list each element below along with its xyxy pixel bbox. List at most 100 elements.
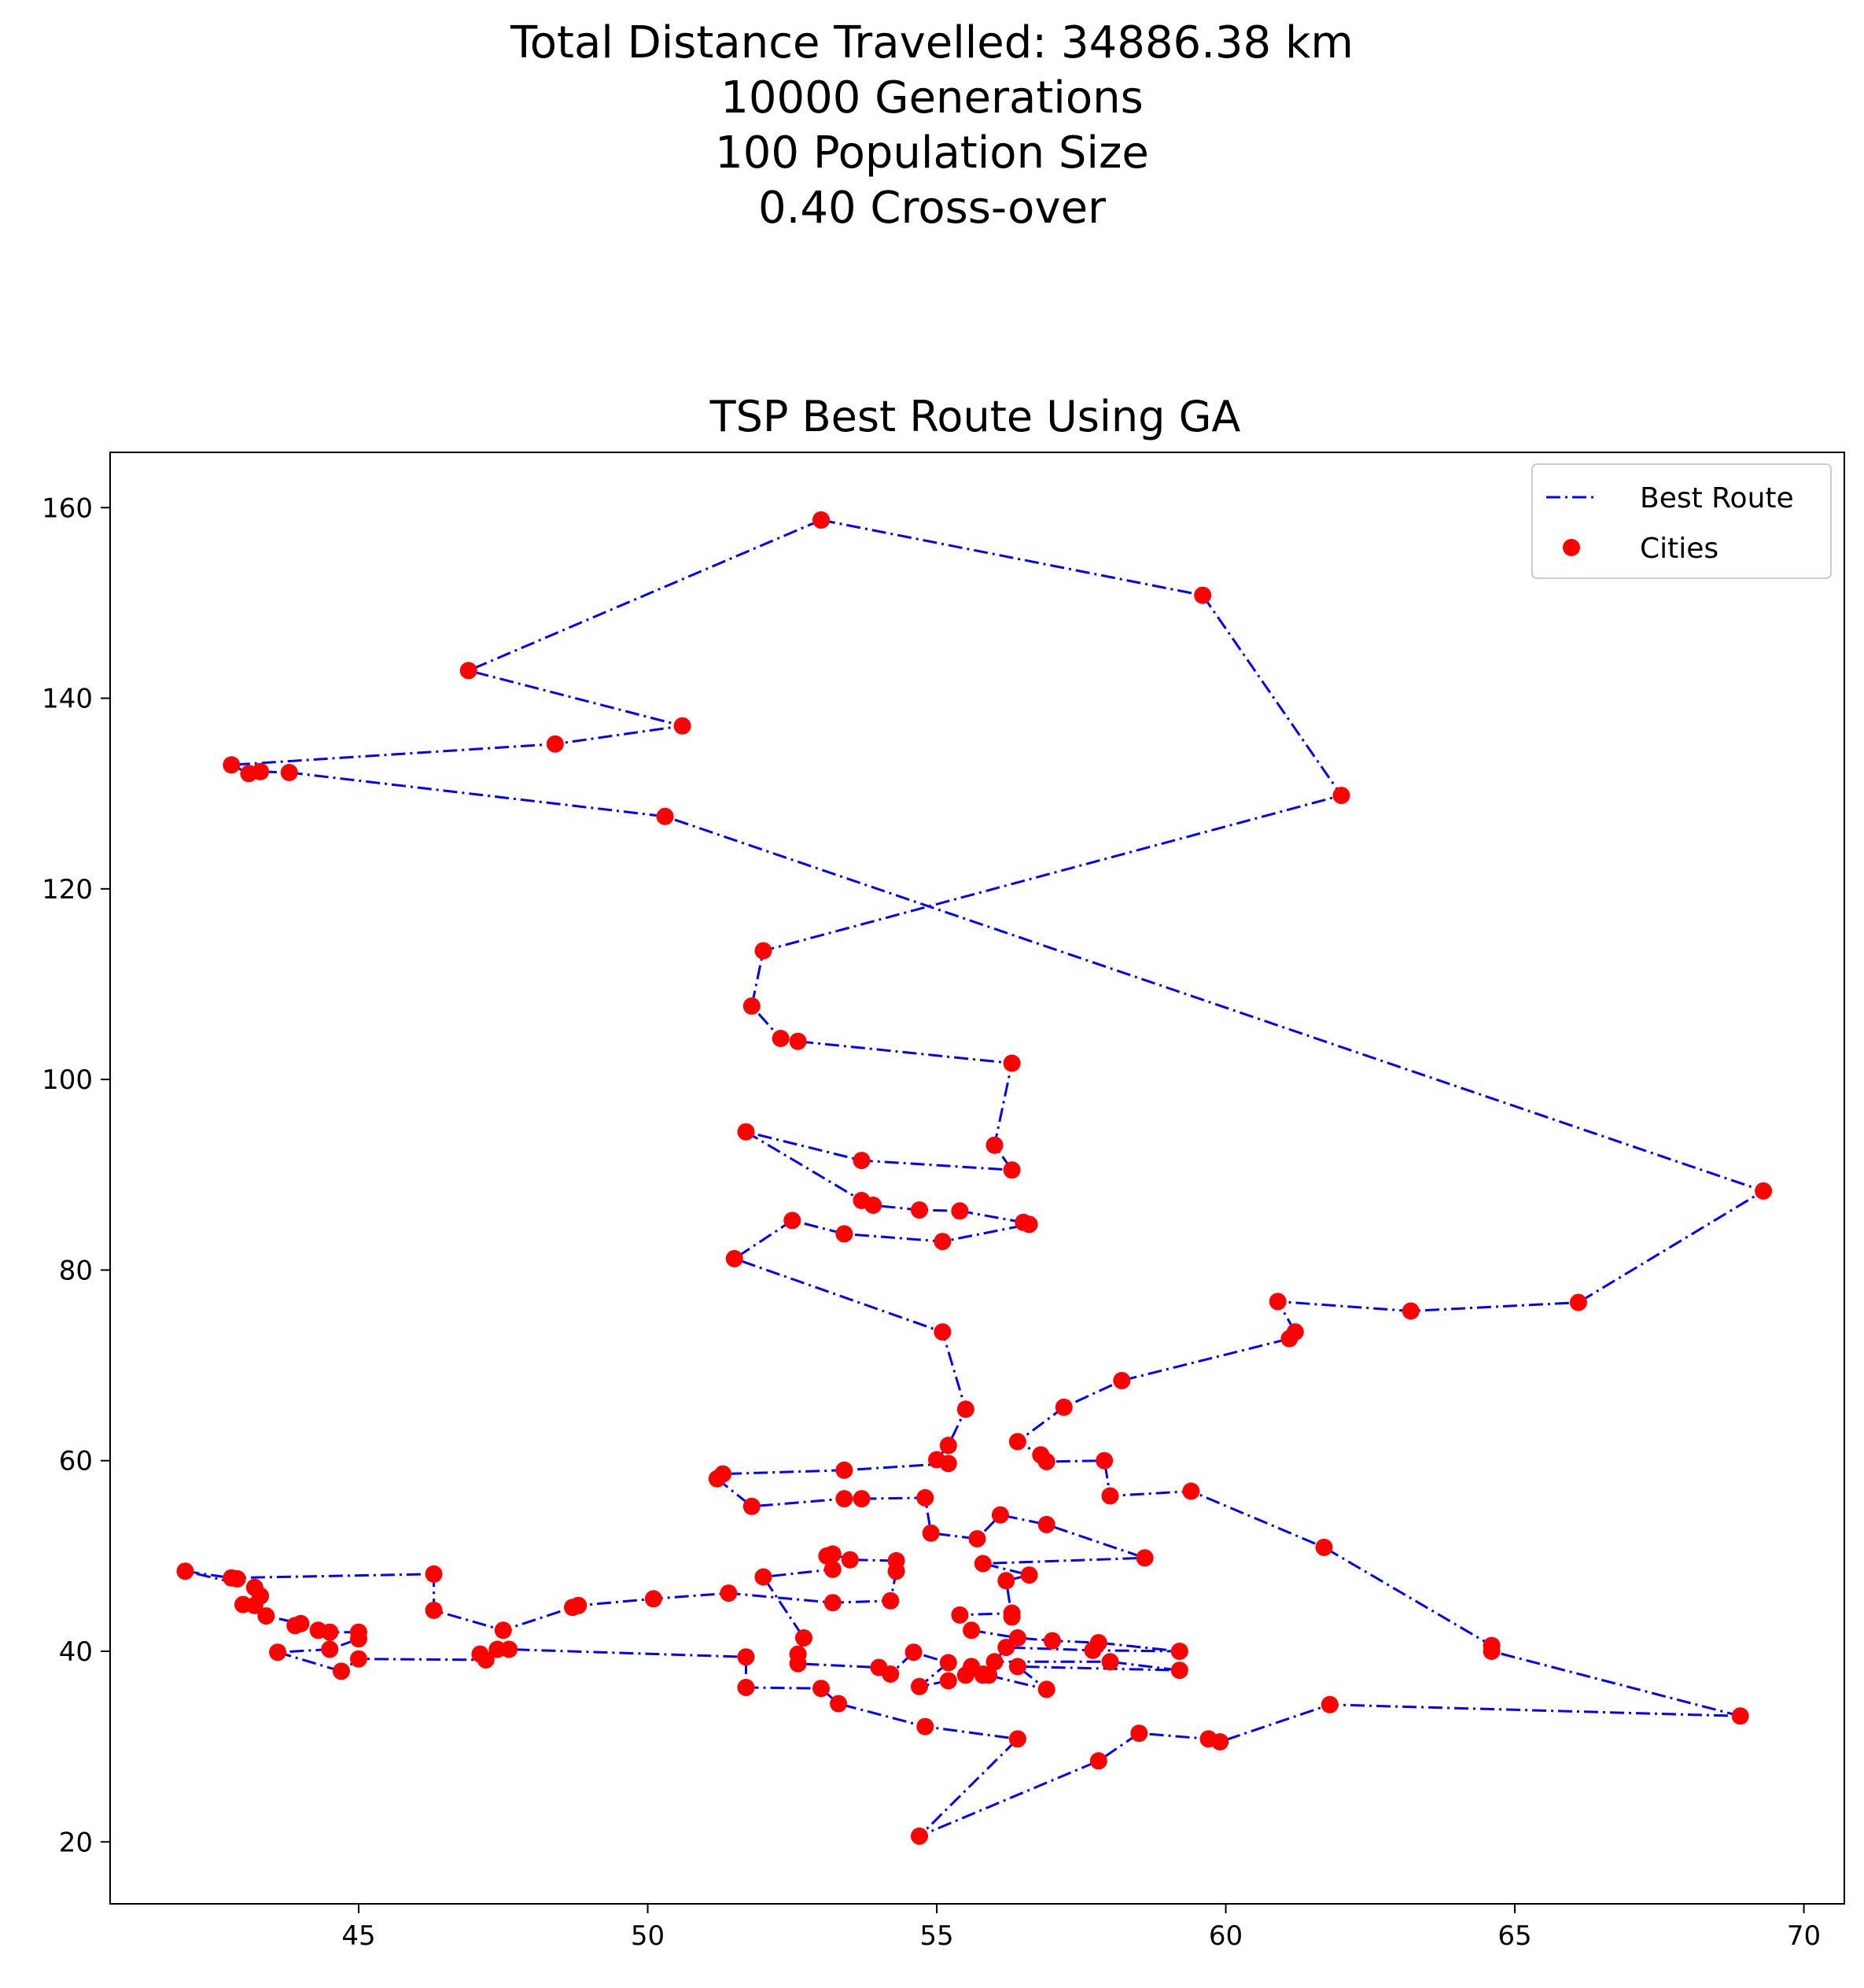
city-point xyxy=(1037,1680,1055,1698)
city-point xyxy=(985,1136,1004,1154)
city-point xyxy=(991,1506,1009,1524)
city-point xyxy=(956,1666,974,1684)
city-point xyxy=(911,1828,928,1845)
city-point xyxy=(737,1648,755,1666)
city-point xyxy=(1113,1371,1131,1389)
city-point xyxy=(1170,1643,1188,1660)
x-tick-label: 70 xyxy=(1787,1920,1821,1952)
city-point xyxy=(1003,1054,1021,1072)
city-point xyxy=(1020,1215,1038,1234)
city-point xyxy=(835,1490,853,1508)
city-point xyxy=(1569,1293,1587,1311)
city-point xyxy=(708,1470,726,1488)
city-point xyxy=(1483,1636,1501,1654)
city-point xyxy=(812,511,830,529)
city-point xyxy=(321,1623,339,1641)
legend-route-label: Best Route xyxy=(1640,482,1794,515)
plot-frame xyxy=(109,452,1845,1905)
city-point xyxy=(1008,1433,1026,1451)
best-route-line xyxy=(184,518,1765,1838)
city-point xyxy=(1032,1446,1050,1464)
city-point xyxy=(228,1569,246,1588)
y-tick-label: 80 xyxy=(59,1255,93,1286)
city-point xyxy=(823,1545,842,1563)
city-point xyxy=(240,765,258,783)
city-point xyxy=(911,1677,928,1695)
city-point xyxy=(997,1572,1015,1590)
legend-cities-swatch xyxy=(1563,539,1580,556)
city-point xyxy=(321,1640,339,1658)
city-point xyxy=(1044,1632,1061,1650)
city-point xyxy=(916,1717,934,1735)
city-point xyxy=(1101,1653,1119,1671)
city-point xyxy=(974,1555,992,1573)
city-point xyxy=(1332,787,1350,805)
city-point xyxy=(754,1568,772,1586)
city-point xyxy=(737,1123,755,1141)
city-point xyxy=(911,1201,928,1219)
city-point xyxy=(1003,1604,1021,1622)
city-point xyxy=(1008,1629,1026,1647)
suptitle-line-crossover: 0.40 Cross-over xyxy=(757,183,1107,234)
x-tick-label: 60 xyxy=(1209,1920,1243,1952)
city-point xyxy=(939,1654,957,1672)
chart-title: TSP Best Route Using GA xyxy=(709,392,1241,441)
y-tick-label: 40 xyxy=(59,1636,93,1668)
city-point xyxy=(974,1666,992,1684)
figure-suptitle: Total Distance Travelled: 34886.38 km 10… xyxy=(0,16,1864,236)
city-point xyxy=(951,1606,969,1624)
city-point xyxy=(985,1653,1004,1671)
city-point xyxy=(823,1594,842,1612)
city-point xyxy=(963,1621,981,1639)
city-point xyxy=(425,1601,443,1619)
city-point xyxy=(1321,1695,1339,1713)
city-point xyxy=(471,1645,489,1663)
city-point xyxy=(725,1249,743,1267)
city-point xyxy=(333,1662,350,1680)
x-tick-label: 45 xyxy=(341,1920,375,1952)
city-point xyxy=(1101,1487,1119,1505)
city-point xyxy=(350,1630,367,1648)
city-point xyxy=(1020,1566,1038,1584)
city-point xyxy=(1269,1293,1287,1311)
city-point xyxy=(1755,1182,1773,1200)
city-point xyxy=(1194,586,1212,604)
legend-cities-label: Cities xyxy=(1640,533,1718,565)
city-point xyxy=(1003,1161,1021,1179)
x-tick-label: 65 xyxy=(1497,1920,1531,1952)
city-point xyxy=(939,1672,957,1690)
city-point xyxy=(720,1584,738,1603)
y-tick-label: 120 xyxy=(42,874,93,905)
city-point xyxy=(1055,1398,1073,1416)
city-point xyxy=(742,1497,761,1515)
city-point xyxy=(1286,1323,1304,1341)
city-point xyxy=(882,1592,900,1610)
city-point xyxy=(286,1617,304,1635)
city-point xyxy=(742,997,761,1015)
city-point xyxy=(870,1658,888,1676)
city-point xyxy=(1731,1707,1749,1725)
y-tick-label: 160 xyxy=(42,492,93,524)
city-point xyxy=(656,807,674,825)
city-point xyxy=(939,1455,957,1473)
city-point xyxy=(887,1562,905,1580)
city-point xyxy=(789,1645,807,1663)
city-point xyxy=(673,717,691,735)
y-tick-label: 60 xyxy=(59,1446,93,1477)
city-point xyxy=(1008,1658,1026,1676)
city-point xyxy=(789,1032,807,1050)
city-point xyxy=(500,1640,518,1658)
y-tick-label: 100 xyxy=(42,1064,93,1096)
city-point xyxy=(812,1680,830,1698)
city-point xyxy=(176,1562,194,1580)
city-point xyxy=(904,1643,923,1662)
city-point xyxy=(350,1650,367,1668)
suptitle-line-distance: Total Distance Travelled: 34886.38 km xyxy=(510,17,1354,68)
city-point xyxy=(939,1437,957,1455)
city-point xyxy=(997,1639,1015,1657)
legend-frame xyxy=(1531,463,1832,579)
city-point xyxy=(835,1461,853,1479)
city-point xyxy=(956,1400,974,1418)
city-point xyxy=(934,1233,952,1251)
